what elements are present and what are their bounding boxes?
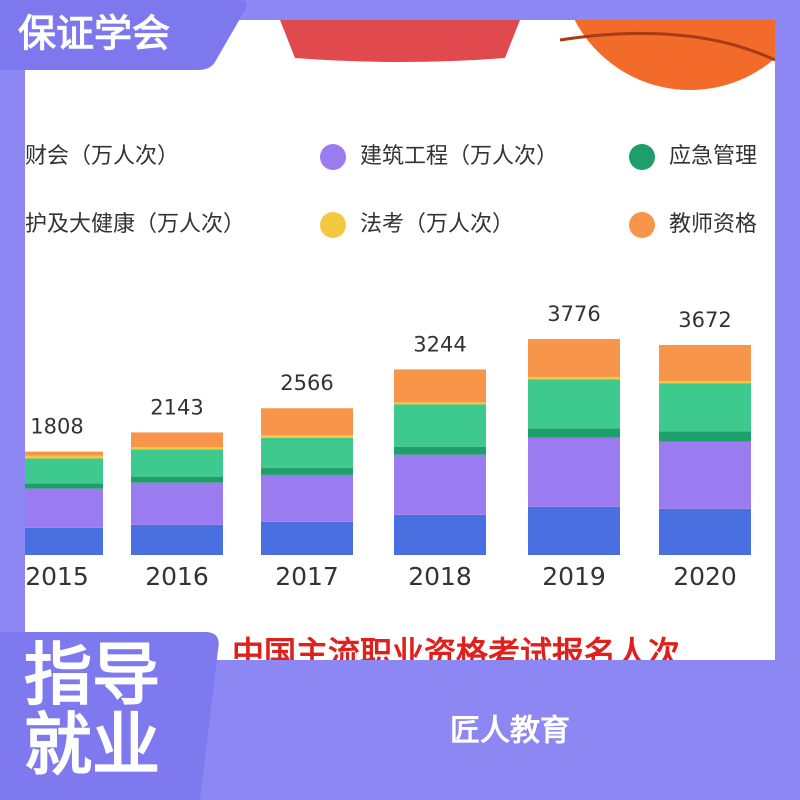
bar-segment [261, 408, 353, 436]
total-label: 3672 [678, 308, 731, 332]
bar-segment [261, 468, 353, 475]
legend-swatch [320, 212, 346, 238]
total-label: 2143 [150, 395, 203, 419]
legend-swatch [320, 144, 346, 170]
legend-label: 教师资格 [669, 212, 757, 237]
total-label: 2566 [280, 371, 333, 395]
x-tick-label: 2018 [408, 562, 472, 591]
bar-segment [261, 521, 353, 555]
bar-segment [528, 428, 620, 438]
decor-ball-line [559, 31, 775, 62]
legend-label: 财会（万人次） [25, 144, 179, 169]
bar-segment [25, 483, 103, 489]
bar-segment [394, 446, 486, 455]
footer-block [0, 632, 219, 800]
legend-label: 建筑工程（万人次） [360, 144, 558, 169]
x-tick-label: 2017 [275, 562, 339, 591]
badge-bg [0, 0, 247, 70]
bar-segment [131, 524, 223, 555]
bar-segment [131, 449, 223, 477]
footer-big: 指导 [24, 637, 160, 716]
bar-segment [25, 458, 103, 484]
chart-title: 中国主流职业资格考试报名人次 [232, 634, 680, 672]
bar-segment [261, 474, 353, 522]
bar-segment [659, 441, 751, 509]
bar-segment [528, 377, 620, 380]
bar-segment [25, 455, 103, 459]
bar-segment [394, 402, 486, 405]
legend-label: 护及大健康（万人次） [25, 212, 245, 237]
bar-segment [659, 508, 751, 555]
decor-figure [280, 20, 520, 62]
bar-segment [659, 344, 751, 382]
bar-segment [659, 381, 751, 384]
legend-label: 法考（万人次） [360, 212, 514, 237]
bar-segment [131, 447, 223, 450]
total-label: 1808 [30, 415, 83, 439]
bar-segment [394, 369, 486, 403]
legend-swatch [629, 212, 655, 238]
bar-segment [659, 431, 751, 442]
legend-swatch [629, 144, 655, 170]
bar-segment [528, 379, 620, 429]
brand: 匠人教育 [450, 714, 570, 749]
panel [25, 20, 775, 660]
bar-segment [261, 435, 353, 438]
footer-big: 就业 [24, 707, 160, 786]
bar-segment [261, 437, 353, 469]
x-tick-label: 2015 [25, 562, 89, 591]
bar-segment [25, 488, 103, 528]
legend-label: 应急管理 [669, 144, 757, 169]
total-label: 3244 [413, 332, 466, 356]
bar-segment [659, 383, 751, 432]
x-tick-label: 2020 [673, 562, 737, 591]
x-tick-label: 2016 [145, 562, 209, 591]
bar-segment [528, 506, 620, 555]
bar-segment [131, 476, 223, 483]
bar-segment [528, 437, 620, 507]
bar-segment [131, 432, 223, 448]
x-tick-label: 2019 [542, 562, 606, 591]
decor-ball [574, 20, 775, 90]
bar-segment [394, 454, 486, 515]
bar-segment [528, 339, 620, 378]
bar-segment [394, 514, 486, 555]
bar-segment [25, 527, 103, 555]
bar-segment [394, 404, 486, 447]
bar-segment [25, 451, 103, 456]
badge: 保证学会 [18, 12, 170, 56]
total-label: 3776 [547, 302, 600, 326]
bar-segment [131, 482, 223, 525]
